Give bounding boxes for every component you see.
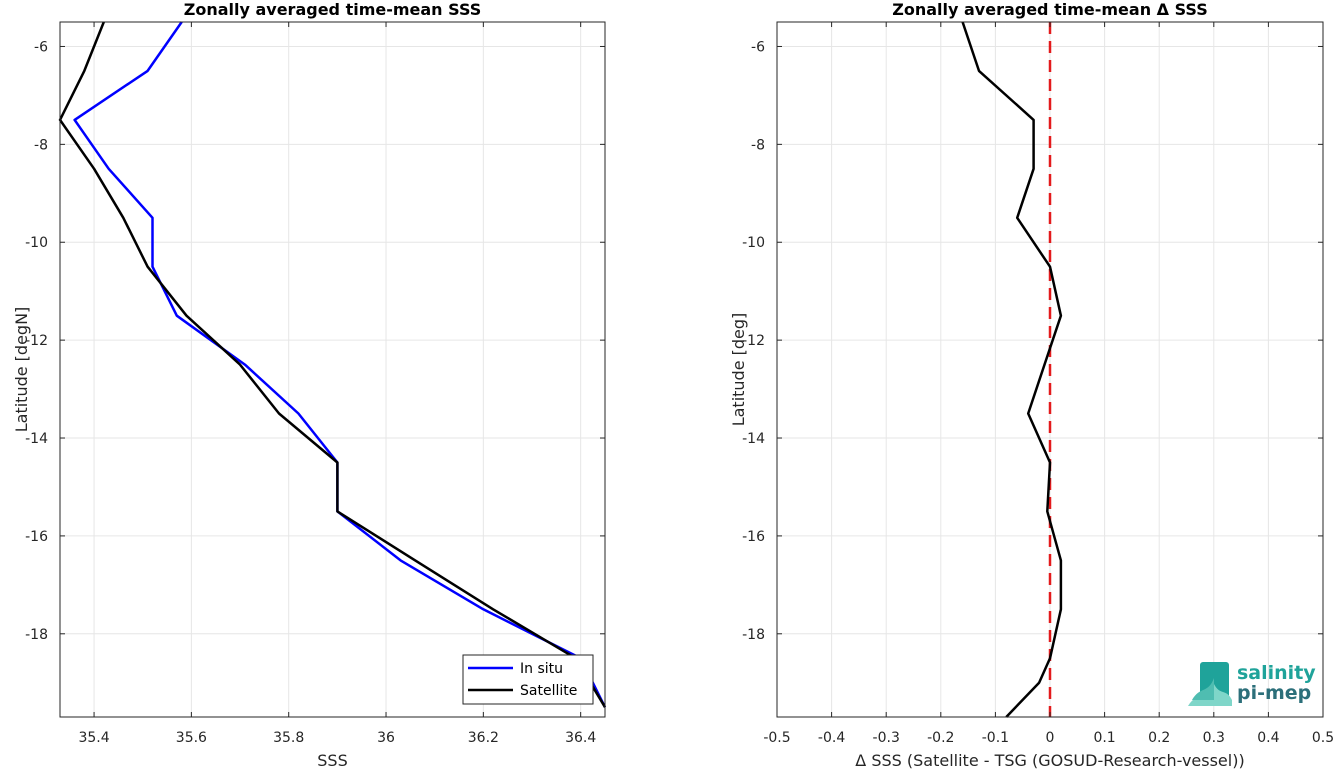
y-tick-label: -12 <box>742 333 765 349</box>
delta-sss-y-axis-label: Latitude [deg] <box>729 313 748 427</box>
x-tick-label: 36.2 <box>468 730 499 746</box>
sss-series-group <box>58 21 607 708</box>
legend-box <box>462 654 594 705</box>
sss-ticks: 35.4 35.6 35.8 36 36.2 36.4 -6 -8 -10 -12 -14 -16 -1… <box>25 22 605 746</box>
logo-wave-icon <box>1188 662 1232 706</box>
y-tick-label: -18 <box>25 627 48 643</box>
x-tick-label: 0.5 <box>1312 730 1334 746</box>
x-tick-label: -0.1 <box>982 730 1009 746</box>
y-tick-label: -12 <box>25 333 48 349</box>
delta-sss-axes: -0.5 -0.4 -0.3 -0.2 -0.1 0 0.1 0.2 0.3 0.4 0.5 -6 -8… <box>729 0 1334 769</box>
y-tick-label: -8 <box>751 137 765 153</box>
delta-sss-ticks: -0.5 -0.4 -0.3 -0.2 -0.1 0 0.1 0.2 0.3 0.4 0.5 -6 -8… <box>742 22 1334 746</box>
x-tick-label: 36 <box>377 730 395 746</box>
y-tick-label: -8 <box>34 137 48 153</box>
x-tick-label: 35.4 <box>78 730 109 746</box>
x-tick-label: 35.6 <box>176 730 207 746</box>
x-tick-label: 0.2 <box>1148 730 1170 746</box>
series-line-satellite <box>58 21 607 708</box>
x-tick-label: -0.3 <box>873 730 900 746</box>
sss-axes: 35.4 35.6 35.8 36 36.2 36.4 -6 -8 -10 -12 -14 -16 -1… <box>12 0 607 769</box>
y-tick-label: -6 <box>751 39 765 55</box>
series-line-in-situ <box>73 21 607 708</box>
x-tick-label: -0.4 <box>818 730 845 746</box>
legend-label-satellite: Satellite <box>520 683 577 699</box>
sss-axes-background <box>60 22 605 717</box>
x-tick-label: -0.5 <box>763 730 790 746</box>
x-tick-label: 35.8 <box>273 730 304 746</box>
y-tick-label: -18 <box>742 627 765 643</box>
sss-x-axis-label: SSS <box>317 751 347 769</box>
sss-y-axis-label: Latitude [degN] <box>12 307 31 433</box>
y-tick-label: -16 <box>742 529 765 545</box>
sss-chart-title: Zonally averaged time-mean SSS <box>184 0 482 19</box>
x-tick-label: 0 <box>1046 730 1055 746</box>
sss-legend: In situ Satellite <box>462 654 594 705</box>
delta-sss-series-group <box>961 21 1063 718</box>
logo-text-salinity: salinity <box>1237 662 1316 684</box>
y-tick-label: -14 <box>25 431 48 447</box>
sss-axes-box <box>59 21 606 718</box>
y-tick-label: -14 <box>742 431 765 447</box>
x-tick-label: 0.1 <box>1093 730 1115 746</box>
sss-grid <box>60 22 605 717</box>
salinity-pi-mep-logo: salinity pi-mep <box>1188 662 1316 706</box>
delta-sss-x-axis-label: Δ SSS (Satellite - TSG (GOSUD-Research-v… <box>855 751 1244 769</box>
y-tick-label: -10 <box>25 235 48 251</box>
y-tick-label: -6 <box>34 39 48 55</box>
y-tick-label: -16 <box>25 529 48 545</box>
series-line-delta-sss <box>961 21 1063 718</box>
x-tick-label: 0.3 <box>1203 730 1225 746</box>
x-tick-label: -0.2 <box>927 730 954 746</box>
legend-label-in-situ: In situ <box>520 661 563 677</box>
x-tick-label: 0.4 <box>1257 730 1279 746</box>
logo-text-pi-mep: pi-mep <box>1237 682 1311 704</box>
delta-sss-chart-title: Zonally averaged time-mean Δ SSS <box>892 0 1208 19</box>
y-tick-label: -10 <box>742 235 765 251</box>
x-tick-label: 36.4 <box>565 730 596 746</box>
